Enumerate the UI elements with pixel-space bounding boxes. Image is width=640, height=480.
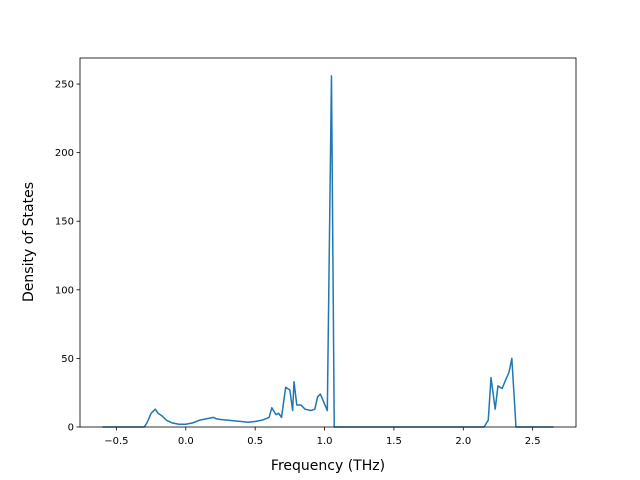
data-line — [102, 75, 554, 428]
y-tick-label: 0 — [68, 423, 74, 434]
x-tick-label: 0.0 — [178, 436, 194, 447]
plot-frame — [79, 57, 577, 428]
x-axis-label: Frequency (THz) — [271, 458, 385, 474]
y-tick-label: 150 — [55, 217, 74, 228]
y-tick-label: 200 — [55, 148, 74, 159]
x-tick-label: 0.5 — [247, 436, 263, 447]
x-tick-label: 2.0 — [455, 436, 471, 447]
y-tick-label: 250 — [55, 80, 74, 91]
x-tick-label: 2.5 — [525, 436, 541, 447]
x-tick-label: 1.5 — [386, 436, 402, 447]
y-axis-label: Density of States — [21, 182, 37, 302]
y-tick-label: 50 — [61, 354, 74, 365]
x-tick-label: 1.0 — [317, 436, 333, 447]
x-tick-label: −0.5 — [104, 436, 128, 447]
y-tick-label: 100 — [55, 285, 74, 296]
